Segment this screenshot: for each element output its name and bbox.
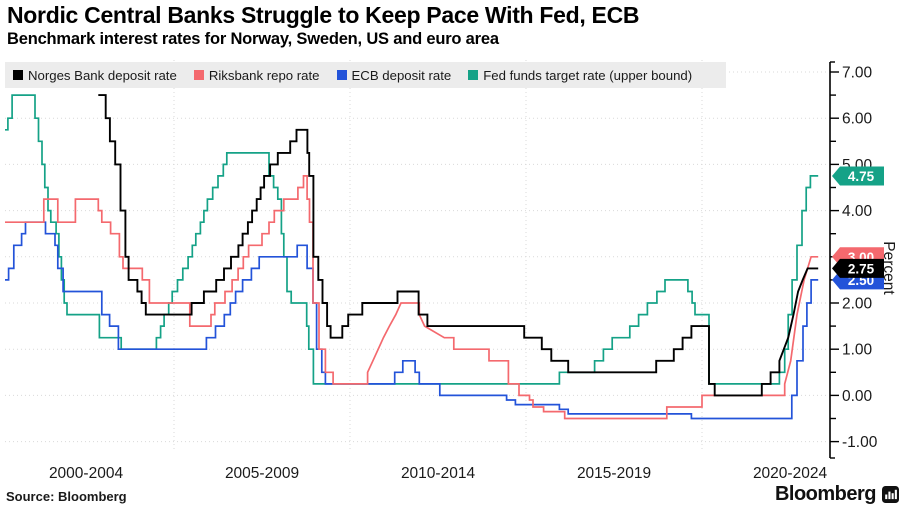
y-tick-label: 6.00 [842,111,873,128]
bloomberg-wordmark: Bloomberg [774,483,877,505]
x-tick-label: 2020-2024 [753,465,828,482]
legend-label: Riksbank repo rate [208,67,320,83]
chart-legend: Norges Bank deposit rate Riksbank repo ra… [5,62,726,88]
badge-value-fed: 4.75 [848,169,875,184]
series-line-riksbank [5,175,819,420]
series-line-norges [98,94,819,397]
series-line-fed [5,94,819,385]
x-tick-label: 2015-2019 [577,465,651,482]
legend-label: ECB deposit rate [351,67,452,83]
page-title: Nordic Central Banks Struggle to Keep Pa… [7,2,640,28]
legend-swatch-norges [13,70,23,80]
y-tick-label: 4.00 [842,203,873,220]
legend-item-ecb[interactable]: ECB deposit rate [336,67,452,83]
y-tick-label: 2.00 [842,296,873,313]
bloomberg-brand: Bloomberg [775,483,899,506]
bar-chart-icon [882,486,899,503]
badge-fed [832,166,884,186]
legend-item-fed[interactable]: Fed funds target rate (upper bound) [468,68,692,83]
y-axis-title: Percent [880,241,897,295]
legend-swatch-ecb [336,70,347,80]
x-axis: 2000-2004 2005-2009 2010-2014 2015-2019 2020… [49,465,828,482]
source-note: Source: Bloomberg [6,489,127,504]
gridlines [5,60,828,452]
x-tick-label: 2005-2009 [225,465,299,482]
y-tick-label: 0.00 [842,388,873,405]
badge-value-norges: 2.75 [848,261,875,276]
legend-item-norges[interactable]: Norges Bank deposit rate [13,68,177,83]
legend-label: Norges Bank deposit rate [28,67,177,83]
legend-swatch-fed [468,70,479,80]
badge-norges [832,258,884,278]
value-badges: 4.753.002.502.75 [832,166,884,290]
x-tick-label: 2010-2014 [401,465,476,482]
y-tick-label: 7.00 [842,65,873,82]
x-tick-label: 2000-2004 [49,465,124,482]
y-tick-label: -1.00 [842,434,878,451]
legend-item-riksbank[interactable]: Riksbank repo rate [193,67,320,83]
legend-label: Fed funds target rate (upper bound) [483,67,693,83]
chart-subtitle: Benchmark interest rates for Norway, Swe… [7,30,499,49]
chart-header: Nordic Central Banks Struggle to Keep Pa… [7,2,887,49]
series-line-ecb [5,221,819,420]
series-lines [5,94,819,420]
legend-swatch-riksbank [193,70,204,80]
y-tick-label: 1.00 [842,342,873,359]
